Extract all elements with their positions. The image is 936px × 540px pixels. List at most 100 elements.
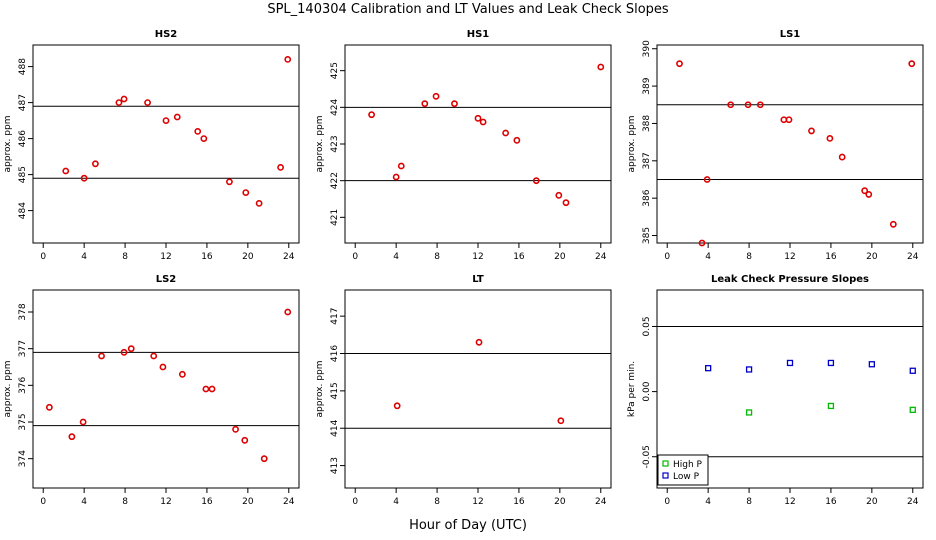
x-tick-label: 20 [242,252,254,262]
y-axis-title: approx. ppm [315,116,325,173]
y-tick-label: 416 [330,345,340,362]
y-tick-label: 422 [330,172,340,189]
data-point [861,187,869,195]
x-tick-label: 0 [664,497,670,507]
y-tick-label: 415 [330,382,340,399]
data-point [194,127,202,135]
data-point [909,367,916,374]
x-tick-label: 16 [513,497,525,507]
plot-frame [32,44,300,244]
data-point [68,433,76,441]
y-tick-label: 0.00 [642,381,652,401]
legend-label: High P [673,460,703,470]
data-point [392,173,400,181]
data-point [127,345,135,353]
data-point [144,99,151,106]
x-tick-label: 24 [283,497,295,507]
legend: High P Low P [657,454,709,486]
y-tick-label: 484 [18,202,28,219]
plot-frame [656,44,924,244]
data-point [162,117,170,124]
x-tick-label: 4 [81,497,87,507]
data-point [277,163,284,171]
panel-ls2: LS2 approx. ppm 0 4 8 12 16 20 24 374 375 376 377 378 [3,274,300,507]
data-point [284,308,292,316]
panel-title: LS1 [780,29,801,40]
x-tick-label: 20 [554,497,566,507]
y-axis-title: approx. ppm [3,361,13,418]
data-point [255,199,263,207]
x-tick-label: 16 [201,497,213,507]
x-tick-label: 8 [746,497,752,507]
data-point [79,418,87,426]
y-axis-title: approx. ppm [3,116,13,173]
data-point [908,60,916,68]
x-tick-label: 12 [784,252,795,262]
y-tick-label: 421 [330,209,340,226]
x-tick-label: 24 [907,252,919,262]
x-tick-label: 24 [595,252,607,262]
y-tick-label: 487 [18,94,28,111]
x-tick-label: 4 [393,252,399,262]
data-point [421,100,429,108]
x-tick-label: 0 [40,252,46,262]
data-point [557,417,565,425]
data-point [120,95,128,103]
y-axis-title: kPa per min. [627,361,637,417]
panel-title: LS2 [156,274,177,285]
x-tick-label: 16 [825,497,837,507]
data-point [555,191,563,199]
x-tick-label: 4 [705,252,711,262]
x-tick-label: 24 [907,497,919,507]
x-tick-label: 16 [513,252,525,262]
x-tick-label: 0 [664,252,670,262]
data-point [241,436,249,444]
x-tick-label: 20 [866,497,878,507]
x-tick-label: 20 [866,252,878,262]
data-point [397,162,405,170]
data-point [475,338,483,346]
data-point [785,116,793,124]
y-tick-label: 374 [18,450,28,467]
x-tick-label: 8 [122,497,128,507]
panel-title: HS2 [155,29,178,40]
data-point [502,129,510,137]
data-point [226,178,233,186]
y-tick-label: 413 [330,457,340,474]
x-tick-label: 16 [201,252,213,262]
data-point [173,113,181,121]
legend-box [657,454,709,486]
data-point [838,153,846,161]
x-tick-label: 8 [122,252,128,262]
y-tick-label: 388 [642,115,652,132]
data-point [756,101,764,109]
legend-label: Low P [673,472,700,482]
y-tick-label: 377 [18,340,28,357]
plot-frame [344,289,612,489]
x-tick-label: 4 [705,497,711,507]
data-point [242,189,250,196]
data-point [865,191,873,198]
data-point [80,174,88,182]
data-point [744,101,752,109]
y-tick-label: 375 [18,413,28,430]
y-tick-label: 488 [18,58,28,75]
x-tick-label: 12 [472,497,483,507]
y-tick-label: 378 [18,303,28,320]
y-tick-label: 385 [642,227,652,244]
panel-leak-check-pressure-slopes: Leak Check Pressure Slopes kPa per min. 0 4… [627,274,924,507]
data-point [393,402,401,410]
plot-frame [32,289,300,489]
x-tick-label: 8 [746,252,752,262]
data-point [705,365,712,372]
data-point [260,455,268,463]
x-tick-label: 12 [160,497,171,507]
data-point [368,111,375,119]
legend-marker [662,460,669,467]
data-point [786,359,794,367]
y-axis-title: approx. ppm [627,116,637,173]
y-tick-label: 387 [642,152,652,169]
data-point [826,134,834,142]
data-point [115,99,123,106]
